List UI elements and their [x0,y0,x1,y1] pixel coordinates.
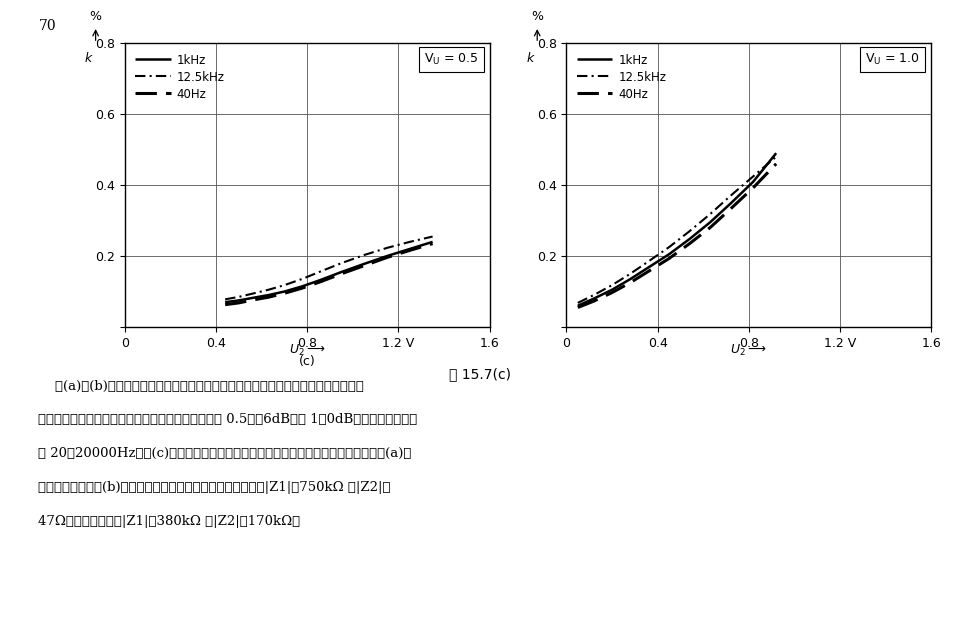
Text: 图(a)和(b)示出在立体声设备中的调节器电路。这里将每个通道信号电压的一部分都: 图(a)和(b)示出在立体声设备中的调节器电路。这里将每个通道信号电压的一部分都 [38,379,364,392]
Text: $U_2\longrightarrow$: $U_2\longrightarrow$ [289,342,325,357]
Legend: 1kHz, 12.5kHz, 40Hz: 1kHz, 12.5kHz, 40Hz [131,49,229,106]
Text: %: % [531,10,543,23]
Text: 为 20～20000Hz。图(c)示出两种电路畜变系数的比较。在同样大小畜变系数情况下图(a)电: 为 20～20000Hz。图(c)示出两种电路畜变系数的比较。在同样大小畜变系数… [38,447,412,460]
Text: 70: 70 [38,19,56,33]
Text: (c): (c) [299,355,316,368]
Text: k: k [84,52,92,65]
Text: 引至另一个通道。两个调节器电路的电压放大系数为 0.5（－6dB）或 1（0dB）。传输频带范围: 引至另一个通道。两个调节器电路的电压放大系数为 0.5（－6dB）或 1（0dB… [38,413,418,426]
Legend: 1kHz, 12.5kHz, 40Hz: 1kHz, 12.5kHz, 40Hz [572,49,671,106]
Text: $\mathregular{V_U}$ = 0.5: $\mathregular{V_U}$ = 0.5 [424,52,479,67]
Text: %: % [89,10,102,23]
Text: $U_2\longrightarrow$: $U_2\longrightarrow$ [731,342,767,357]
Text: k: k [526,52,534,65]
Text: 图 15.7(c): 图 15.7(c) [449,367,511,381]
Text: 47Ω，而后者分别为|Z1|＝380kΩ 和|Z2|＝170kΩ。: 47Ω，而后者分别为|Z1|＝380kΩ 和|Z2|＝170kΩ。 [38,515,300,528]
Text: 路输出电压要比图(b)电路高几倍。前者输入和输出阻抗分别为|Z1|＝750kΩ 和|Z2|＝: 路输出电压要比图(b)电路高几倍。前者输入和输出阻抗分别为|Z1|＝750kΩ … [38,481,391,494]
Text: $\mathregular{V_U}$ = 1.0: $\mathregular{V_U}$ = 1.0 [865,52,921,67]
